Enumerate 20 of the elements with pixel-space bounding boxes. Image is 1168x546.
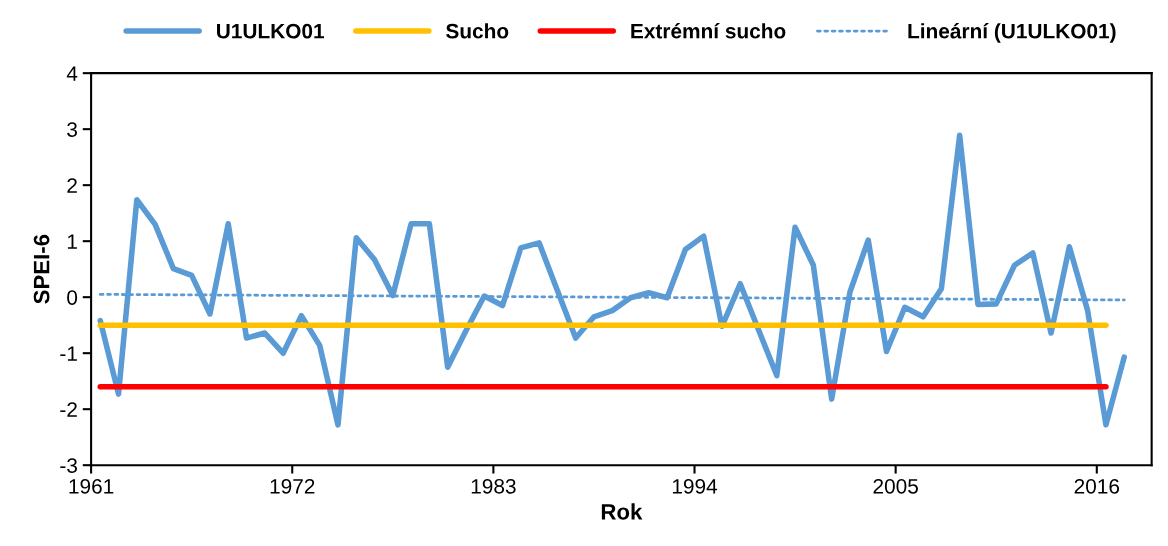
legend-label: U1ULKO01 <box>217 23 325 39</box>
y-tick-label: 0 <box>67 290 78 305</box>
y-tick-label: -1 <box>60 346 77 361</box>
legend-label: Extrémní sucho <box>631 23 786 39</box>
x-tick-label: 2016 <box>1074 478 1120 494</box>
y-tick-label: 4 <box>66 66 78 81</box>
x-tick-label: 1972 <box>270 478 315 494</box>
x-tick-label: 1983 <box>471 478 516 494</box>
legend-label: Sucho <box>446 23 509 39</box>
y-tick-label: 1 <box>67 234 77 249</box>
x-tick-label: 1994 <box>672 478 718 494</box>
legend-label: Lineární (U1ULKO01) <box>908 23 1116 43</box>
y-tick-label: -3 <box>60 458 77 473</box>
x-axis-title: Rok <box>601 503 643 520</box>
x-tick-label: 2005 <box>873 478 918 494</box>
y-tick-label: 2 <box>67 178 77 193</box>
x-tick-label: 1961 <box>69 478 114 494</box>
y-tick-label: 3 <box>67 122 77 137</box>
y-axis-title: SPEI-6 <box>33 234 50 304</box>
y-tick-label: -2 <box>60 402 77 417</box>
